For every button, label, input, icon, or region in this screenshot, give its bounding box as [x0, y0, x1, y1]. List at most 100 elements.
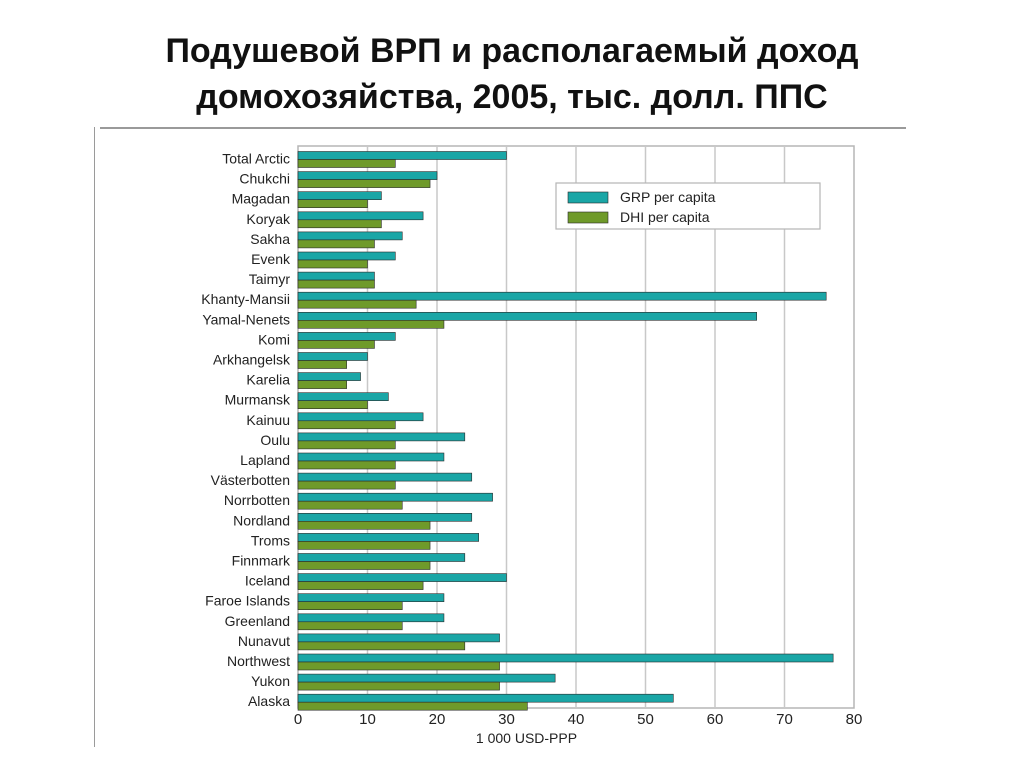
bar-grp-13 — [297, 412, 424, 422]
category-label-2: Magadan — [232, 191, 290, 207]
legend-label-1: DHI per capita — [620, 209, 710, 225]
bar-grp-3 — [297, 211, 424, 221]
category-label-10: Arkhangelsk — [213, 352, 291, 368]
bar-grp-12 — [297, 392, 389, 402]
bar-dhi-25 — [297, 661, 500, 671]
category-label-20: Finnmark — [232, 553, 291, 569]
category-label-15: Lapland — [240, 452, 290, 468]
bar-grp-25 — [297, 653, 834, 663]
bar-dhi-11 — [297, 380, 347, 389]
bar-dhi-19 — [297, 541, 431, 550]
x-axis-title: 1 000 USD-PPP — [476, 730, 577, 746]
bar-dhi-1 — [297, 179, 431, 188]
category-label-7: Khanty-Mansii — [201, 291, 290, 307]
bar-grp-7 — [297, 291, 827, 301]
bar-grp-9 — [297, 332, 396, 341]
category-label-0: Total Arctic — [222, 151, 290, 167]
bar-dhi-5 — [297, 259, 368, 269]
x-tick-label-0: 0 — [294, 711, 302, 728]
bar-grp-8 — [297, 311, 758, 321]
x-tick-label-40: 40 — [568, 711, 585, 728]
x-tick-label-20: 20 — [429, 711, 446, 728]
category-label-18: Nordland — [233, 512, 290, 528]
bar-grp-26 — [297, 673, 556, 683]
category-label-26: Yukon — [251, 673, 290, 689]
legend-swatch-0 — [567, 191, 609, 204]
bar-grp-10 — [297, 352, 368, 361]
bar-dhi-2 — [297, 199, 368, 208]
bar-dhi-0 — [297, 159, 396, 168]
bar-dhi-10 — [297, 360, 347, 369]
bar-dhi-26 — [297, 681, 500, 691]
x-tick-label-80: 80 — [846, 711, 863, 728]
bar-grp-17 — [297, 492, 493, 502]
bar-dhi-3 — [297, 219, 382, 229]
bar-grp-4 — [297, 231, 403, 241]
bar-grp-21 — [297, 573, 507, 582]
bar-grp-11 — [297, 372, 361, 381]
category-label-11: Karelia — [246, 372, 290, 388]
bar-grp-5 — [297, 251, 396, 261]
bar-dhi-13 — [297, 420, 396, 430]
category-label-1: Chukchi — [239, 171, 290, 187]
category-label-5: Evenk — [251, 251, 291, 267]
legend-label-0: GRP per capita — [620, 189, 716, 205]
category-label-17: Norrbotten — [224, 492, 290, 508]
bar-dhi-15 — [297, 460, 396, 470]
bar-dhi-27 — [297, 701, 528, 711]
legend-swatch-1 — [567, 211, 609, 224]
x-tick-label-10: 10 — [359, 711, 376, 728]
category-label-27: Alaska — [248, 693, 290, 709]
bar-grp-18 — [297, 512, 473, 522]
bar-dhi-12 — [297, 400, 368, 410]
category-label-9: Komi — [258, 331, 290, 347]
slide-title: Подушевой ВРП и располагаемый доход домо… — [0, 28, 1024, 120]
bar-dhi-7 — [297, 299, 417, 309]
bar-dhi-20 — [297, 561, 431, 570]
bar-grp-24 — [297, 633, 500, 643]
bar-dhi-23 — [297, 621, 403, 631]
bar-grp-15 — [297, 452, 445, 462]
bar-dhi-14 — [297, 440, 396, 450]
category-label-24: Nunavut — [238, 633, 290, 649]
x-tick-label-30: 30 — [498, 711, 515, 728]
category-label-22: Faroe Islands — [205, 593, 290, 609]
category-label-13: Kainuu — [246, 412, 290, 428]
category-label-21: Iceland — [245, 573, 290, 589]
bar-dhi-6 — [297, 279, 375, 289]
bar-dhi-22 — [297, 601, 403, 611]
bar-grp-6 — [297, 271, 375, 281]
bar-grp-19 — [297, 533, 479, 542]
bar-dhi-8 — [297, 319, 445, 329]
bar-grp-2 — [297, 191, 382, 200]
bar-grp-20 — [297, 553, 466, 562]
category-label-14: Oulu — [260, 432, 290, 448]
title-line-2: домохозяйства, 2005, тыс. долл. ППС — [196, 78, 828, 116]
bar-grp-27 — [297, 693, 674, 703]
category-label-23: Greenland — [225, 613, 290, 629]
bar-grp-0 — [297, 151, 507, 160]
category-label-3: Koryak — [246, 211, 291, 227]
category-label-8: Yamal-Nenets — [202, 311, 290, 327]
x-tick-label-70: 70 — [776, 711, 793, 728]
bar-grp-22 — [297, 593, 445, 603]
left-border-line — [94, 127, 95, 747]
x-tick-label-60: 60 — [707, 711, 724, 728]
bar-grp-1 — [297, 171, 438, 180]
category-label-12: Murmansk — [225, 392, 291, 408]
bar-dhi-24 — [297, 641, 466, 651]
title-line-1: Подушевой ВРП и располагаемый доход — [165, 32, 859, 70]
x-tick-label-50: 50 — [637, 711, 654, 728]
bar-grp-14 — [297, 432, 466, 442]
bar-dhi-9 — [297, 340, 375, 349]
bar-dhi-4 — [297, 239, 375, 249]
category-label-16: Västerbotten — [211, 472, 290, 488]
bar-grp-23 — [297, 613, 445, 623]
bar-dhi-17 — [297, 500, 403, 510]
category-label-6: Taimyr — [249, 271, 291, 287]
category-label-19: Troms — [251, 532, 290, 548]
bar-grp-16 — [297, 472, 473, 482]
bar-dhi-16 — [297, 480, 396, 490]
category-label-4: Sakha — [250, 231, 290, 247]
